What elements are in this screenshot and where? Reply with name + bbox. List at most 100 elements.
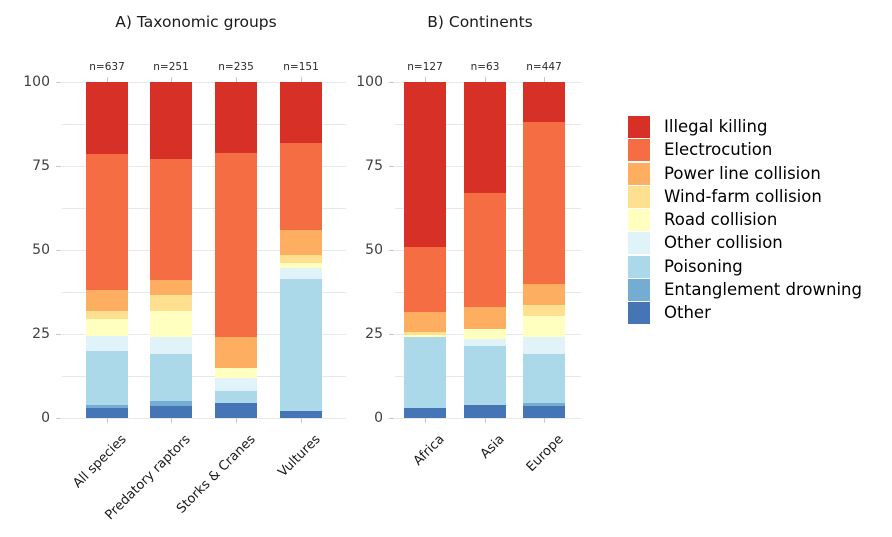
legend-item-road-collision: Road collision — [628, 209, 862, 232]
gridline-37.5 — [62, 292, 346, 293]
x-axis-tick-mark — [485, 418, 486, 423]
bar-all-species — [86, 82, 128, 418]
segment-power-line-collision — [464, 307, 506, 329]
segment-electrocution — [523, 122, 565, 284]
segment-other-collision — [280, 268, 322, 279]
x-axis-tick-mark — [171, 77, 172, 82]
segment-other — [150, 406, 192, 418]
x-axis-tick-mark — [236, 418, 237, 423]
x-axis-tick-mark — [425, 77, 426, 82]
segment-other-collision — [464, 339, 506, 347]
legend-label: Electrocution — [664, 140, 773, 160]
segment-road-collision — [215, 367, 257, 378]
segment-entanglement-drowning — [86, 404, 128, 408]
y-axis-tick-label: 100 — [356, 74, 383, 90]
segment-illegal-killing — [86, 82, 128, 155]
segment-electrocution — [215, 152, 257, 338]
x-axis-tick-mark — [236, 77, 237, 82]
y-axis-tick-label: 25 — [365, 326, 383, 342]
other-collision-swatch-icon — [628, 232, 650, 255]
segment-illegal-killing — [464, 82, 506, 193]
x-axis-tick-mark — [171, 418, 172, 423]
segment-power-line-collision — [523, 283, 565, 306]
sample-size-label: n=151 — [283, 61, 319, 73]
entanglement-drowning-swatch-icon — [628, 279, 650, 302]
power-line-collision-swatch-icon — [628, 162, 650, 185]
segment-illegal-killing — [280, 82, 322, 143]
illegal-killing-swatch-icon — [628, 116, 650, 138]
segment-electrocution — [404, 246, 446, 313]
segment-road-collision — [404, 335, 446, 338]
y-axis-tick-label: 75 — [32, 158, 50, 174]
legend-item-other: Other — [628, 302, 862, 325]
segment-illegal-killing — [523, 82, 565, 123]
segment-wind-farm-collision — [280, 255, 322, 264]
electrocution-swatch-icon — [628, 139, 650, 162]
segment-illegal-killing — [150, 82, 192, 160]
sample-size-label: n=235 — [218, 61, 254, 73]
segment-power-line-collision — [280, 229, 322, 256]
segment-other — [280, 411, 322, 418]
segment-power-line-collision — [150, 280, 192, 296]
legend-label: Power line collision — [664, 163, 821, 183]
gridline-12.5 — [62, 376, 346, 377]
y-axis-tick-label: 25 — [32, 326, 50, 342]
sample-size-label: n=127 — [407, 61, 443, 73]
legend-item-illegal-killing: Illegal killing — [628, 116, 862, 138]
legend: Illegal killing Electrocution Power line c… — [628, 116, 862, 326]
legend-label: Road collision — [664, 210, 778, 230]
segment-electrocution — [86, 154, 128, 291]
segment-other — [404, 407, 446, 418]
segment-entanglement-drowning — [150, 401, 192, 407]
x-axis-tick-mark — [544, 77, 545, 82]
segment-illegal-killing — [404, 82, 446, 247]
segment-wind-farm-collision — [523, 305, 565, 316]
bar-predatory-raptors — [150, 82, 192, 418]
legend-item-entanglement-drowning: Entanglement drowning — [628, 279, 862, 302]
segment-illegal-killing — [215, 82, 257, 153]
road-collision-swatch-icon — [628, 209, 650, 232]
x-axis-tick-mark — [107, 77, 108, 82]
bar-asia — [464, 82, 506, 418]
segment-other-collision — [523, 337, 565, 355]
x-axis-tick-mark — [485, 77, 486, 82]
segment-wind-farm-collision — [86, 310, 128, 319]
x-axis-tick-mark — [301, 77, 302, 82]
x-axis-tick-mark — [301, 418, 302, 423]
y-axis-tick-label: 75 — [365, 158, 383, 174]
y-axis-tick-label: 0 — [374, 410, 383, 426]
y-axis-tick-mark — [389, 82, 394, 83]
segment-other — [215, 402, 257, 418]
legend-label: Other collision — [664, 233, 783, 253]
segment-poisoning — [523, 354, 565, 403]
sample-size-label: n=63 — [470, 61, 500, 73]
panel-title: B) Continents — [427, 13, 533, 31]
x-axis-tick-mark — [107, 418, 108, 423]
x-axis-tick-mark — [425, 418, 426, 423]
y-axis-tick-mark — [56, 334, 61, 335]
poisoning-swatch-icon — [628, 255, 650, 278]
sample-size-label: n=447 — [526, 61, 562, 73]
segment-electrocution — [150, 159, 192, 281]
y-axis-tick-mark — [56, 250, 61, 251]
segment-other — [523, 406, 565, 418]
legend-label: Poisoning — [664, 256, 743, 276]
x-axis-tick-mark — [544, 418, 545, 423]
y-axis-tick-mark — [56, 82, 61, 83]
y-axis-tick-mark — [389, 166, 394, 167]
segment-other — [86, 407, 128, 418]
gridline-87.5 — [62, 124, 346, 125]
segment-wind-farm-collision — [150, 295, 192, 311]
segment-electrocution — [280, 142, 322, 230]
segment-poisoning — [86, 350, 128, 405]
legend-item-electrocution: Electrocution — [628, 139, 862, 162]
legend-label: Wind-farm collision — [664, 186, 822, 206]
legend-label: Entanglement drowning — [664, 280, 862, 300]
segment-power-line-collision — [404, 312, 446, 333]
sample-size-label: n=637 — [89, 61, 125, 73]
segment-other — [464, 405, 506, 418]
y-axis-tick-label: 100 — [23, 74, 50, 90]
gridline-75 — [62, 166, 346, 167]
segment-road-collision — [523, 315, 565, 338]
segment-poisoning — [215, 391, 257, 403]
